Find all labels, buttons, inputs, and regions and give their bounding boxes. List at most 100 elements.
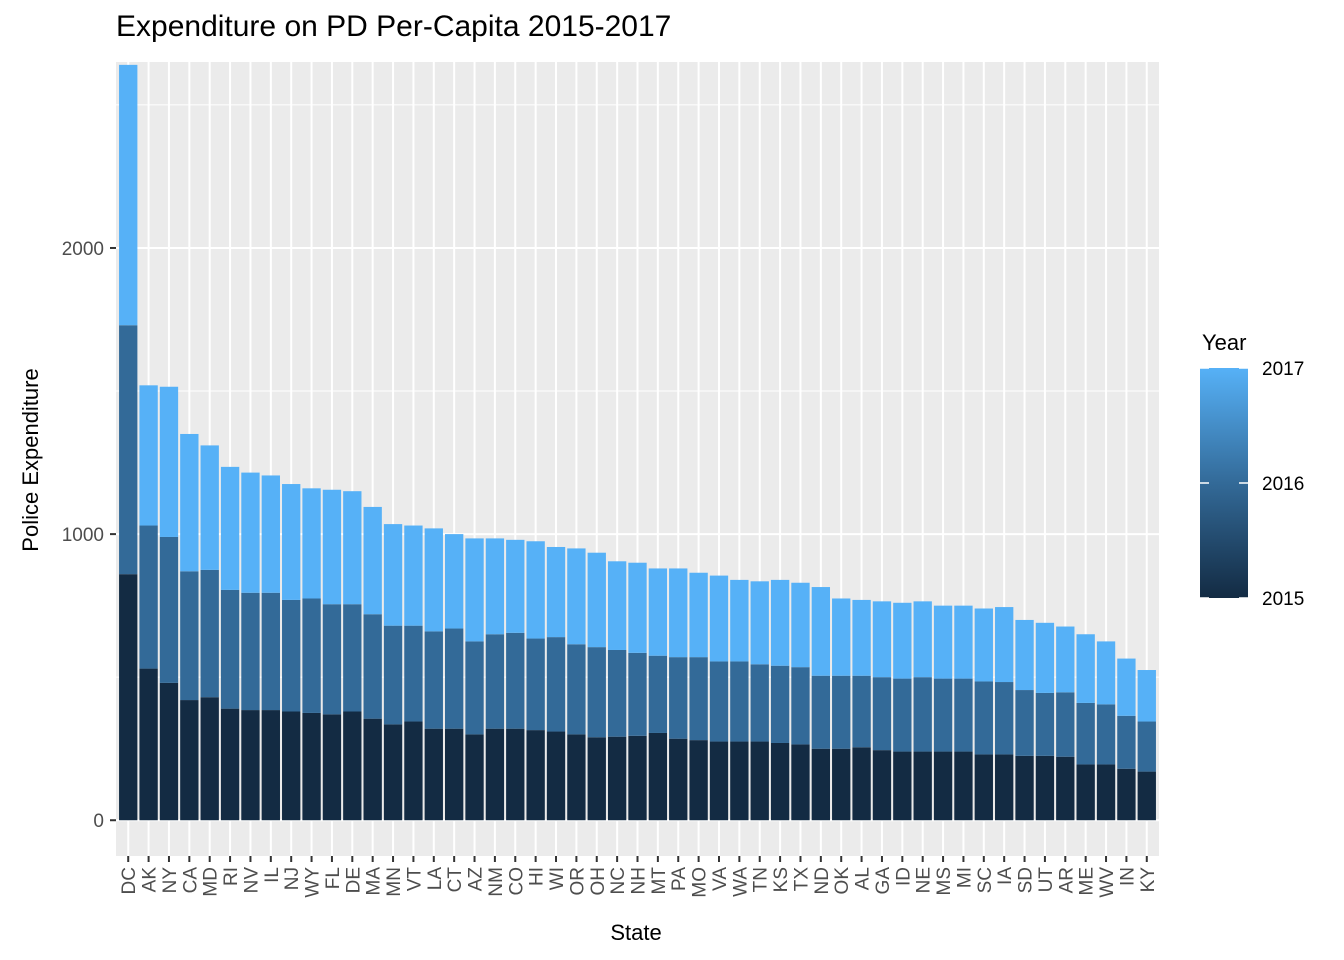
bar-MT-2016 <box>648 655 668 733</box>
bar-UT-2016 <box>1035 692 1055 756</box>
bar-KY-2015 <box>1137 771 1156 821</box>
x-tick-label-NY: NY <box>160 867 181 894</box>
bar-MT-2017 <box>648 568 668 656</box>
bar-MA-2017 <box>363 506 382 615</box>
legend-ticks: 2017 2016 2015 <box>1200 359 1304 610</box>
bar-AZ-2017 <box>465 538 484 642</box>
bar-IN-2016 <box>1117 715 1136 769</box>
bar-IL-2015 <box>261 710 280 821</box>
bar-AR-2015 <box>1056 756 1075 821</box>
x-tick-label-IN: IN <box>1117 867 1138 886</box>
bar-WI-2017 <box>546 546 566 638</box>
bar-WY-2015 <box>302 712 321 821</box>
bar-NE-2017 <box>913 601 932 678</box>
bar-AZ-2015 <box>465 734 484 821</box>
bar-NY-2017 <box>159 386 179 537</box>
bar-CT-2015 <box>444 728 464 821</box>
bar-WY-2017 <box>302 488 321 599</box>
bar-KS-2015 <box>770 742 790 821</box>
bar-SC-2015 <box>974 754 993 821</box>
bar-SD-2016 <box>1015 690 1034 756</box>
bar-GA-2016 <box>872 677 892 751</box>
bar-DC-2015 <box>119 574 138 821</box>
bar-AR-2016 <box>1056 692 1075 757</box>
x-tick-label-SC: SC <box>975 867 996 893</box>
x-tick-label-SD: SD <box>1016 867 1037 893</box>
x-tick-label-ME: ME <box>1077 867 1098 896</box>
bar-LA-2016 <box>424 631 443 729</box>
bar-IL-2016 <box>261 592 280 711</box>
x-tick-label-OK: OK <box>832 867 853 895</box>
bar-NV-2017 <box>241 472 260 593</box>
bar-AK-2016 <box>139 525 158 669</box>
bar-HI-2015 <box>526 730 545 821</box>
bar-TN-2015 <box>750 741 769 821</box>
bar-HI-2017 <box>526 541 545 639</box>
x-axis-label: State <box>610 920 661 945</box>
bar-CO-2017 <box>506 539 525 633</box>
bar-VA-2016 <box>709 661 729 742</box>
bar-NE-2015 <box>913 751 932 821</box>
x-tick-label-MA: MA <box>364 867 385 896</box>
bar-ND-2017 <box>811 587 831 676</box>
x-tick-label-MO: MO <box>690 867 711 898</box>
x-tick-label-OR: OR <box>567 867 588 896</box>
bar-OH-2017 <box>587 552 606 648</box>
bar-DE-2017 <box>343 491 362 605</box>
bar-NM-2017 <box>485 538 505 635</box>
bar-AR-2017 <box>1056 626 1075 693</box>
x-tick-label-WY: WY <box>303 867 324 898</box>
bar-NM-2016 <box>485 634 505 729</box>
bar-NM-2015 <box>485 728 505 821</box>
bar-VT-2017 <box>404 525 423 626</box>
bar-MO-2016 <box>689 657 708 741</box>
x-tick-label-TX: TX <box>791 867 812 892</box>
x-tick-label-ND: ND <box>812 867 833 894</box>
bar-MN-2016 <box>383 625 403 725</box>
x-tick-label-CT: CT <box>445 867 466 893</box>
bar-MD-2015 <box>200 697 219 821</box>
x-tick-label-TN: TN <box>751 867 772 892</box>
bar-OR-2016 <box>567 644 586 735</box>
x-tick-label-IL: IL <box>262 867 283 883</box>
bar-AL-2017 <box>852 599 871 676</box>
bar-MS-2016 <box>933 678 953 752</box>
x-tick-label-MD: MD <box>201 867 222 897</box>
bar-MI-2017 <box>954 605 973 679</box>
bar-NV-2016 <box>241 592 260 711</box>
bar-NC-2017 <box>607 561 627 650</box>
bar-NY-2016 <box>159 536 179 683</box>
bar-IA-2015 <box>995 754 1014 821</box>
x-tick-label-AL: AL <box>853 867 874 890</box>
bar-WA-2015 <box>730 741 749 821</box>
bar-TX-2017 <box>791 582 810 668</box>
bar-NH-2017 <box>628 562 647 653</box>
bar-NY-2015 <box>159 682 179 821</box>
x-axis: DC AK NY CA MD RI NV IL NJ WY FL DE MA MN VT LA CT AZ NM CO… <box>119 856 1159 898</box>
bar-MD-2016 <box>200 569 219 698</box>
bar-NE-2016 <box>913 677 932 752</box>
bar-CT-2017 <box>444 534 464 629</box>
bar-MT-2015 <box>648 732 668 821</box>
bar-UT-2017 <box>1035 622 1055 693</box>
bar-NH-2015 <box>628 735 647 821</box>
x-tick-label-CO: CO <box>506 867 527 896</box>
bar-CO-2015 <box>506 728 525 821</box>
bar-OH-2015 <box>587 737 606 821</box>
bar-MI-2015 <box>954 751 973 821</box>
bar-OR-2015 <box>567 734 586 821</box>
bar-FL-2017 <box>322 489 342 605</box>
bar-ID-2016 <box>893 678 912 752</box>
y-tick-label: 1000 <box>62 525 104 546</box>
bar-CO-2016 <box>506 632 525 729</box>
bar-LA-2015 <box>424 728 443 821</box>
bar-NJ-2017 <box>282 484 301 600</box>
bar-ID-2015 <box>893 751 912 821</box>
bar-NC-2016 <box>607 649 627 737</box>
bar-OK-2016 <box>832 675 851 749</box>
x-tick-label-KY: KY <box>1138 867 1159 893</box>
bar-CA-2017 <box>180 433 199 572</box>
bar-MO-2015 <box>689 740 708 821</box>
x-tick-label-KS: KS <box>771 867 792 892</box>
bar-MI-2016 <box>954 678 973 752</box>
